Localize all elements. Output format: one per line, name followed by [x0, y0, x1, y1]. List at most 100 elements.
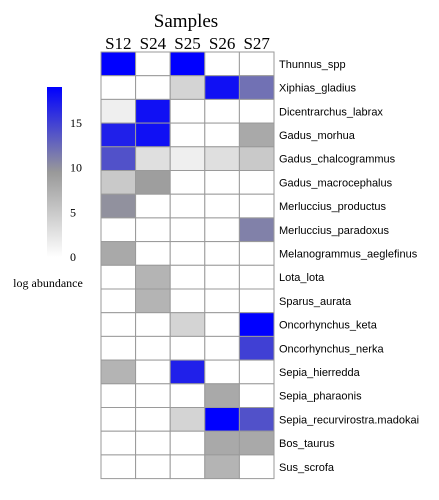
- cell-gadus-chalcogrammus-s27: [238, 146, 275, 172]
- cell-sus-scrofa-s12: [100, 454, 137, 480]
- column-label-s25: S25: [174, 34, 200, 53]
- cell-gadus-chalcogrammus-s24: [135, 146, 171, 172]
- colorbar-gradient: [47, 87, 62, 257]
- colorbar-tick-10: 10: [70, 161, 82, 175]
- cell-sparus-aurata-s12: [100, 288, 137, 314]
- row-label-oncorhynchus-keta: Oncorhynchus_keta: [279, 320, 378, 332]
- cell-bos-taurus-s27: [238, 430, 275, 456]
- cell-melanogrammus-aeglefinus-s26: [204, 241, 240, 266]
- cell-sepia-recurvirostra-madokai-s25: [169, 407, 206, 432]
- cell-xiphias-gladius-s12: [100, 75, 137, 100]
- cell-dicentrarchus-labrax-s24: [135, 98, 171, 124]
- cell-merluccius-paradoxus-s26: [204, 217, 240, 243]
- cell-sepia-recurvirostra-madokai-s26: [204, 407, 240, 432]
- row-label-dicentrarchus-labrax: Dicentrarchus_labrax: [279, 106, 383, 118]
- cell-thunnus-spp-s25: [169, 51, 206, 77]
- cell-oncorhynchus-nerka-s27: [238, 335, 275, 361]
- cell-thunnus-spp-s27: [238, 51, 275, 77]
- cell-gadus-morhua-s27: [238, 122, 275, 148]
- cell-sepia-hierredda-s26: [204, 359, 240, 385]
- row-label-sus-scrofa: Sus_scrofa: [279, 462, 335, 474]
- cell-sepia-pharaonis-s25: [169, 383, 206, 408]
- cell-lota-lota-s25: [169, 264, 206, 290]
- cell-xiphias-gladius-s25: [169, 75, 206, 100]
- cell-sepia-hierredda-s24: [135, 359, 171, 385]
- cell-thunnus-spp-s24: [135, 51, 171, 77]
- cell-sparus-aurata-s26: [204, 288, 240, 314]
- row-label-oncorhynchus-nerka: Oncorhynchus_nerka: [279, 343, 384, 355]
- cell-sepia-pharaonis-s27: [238, 383, 275, 408]
- column-label-s24: S24: [140, 34, 167, 53]
- cell-merluccius-paradoxus-s25: [169, 217, 206, 243]
- colorbar-tick-5: 5: [70, 205, 76, 219]
- cell-sepia-hierredda-s27: [238, 359, 275, 385]
- cell-sepia-hierredda-s12: [100, 359, 137, 385]
- row-label-thunnus-spp: Thunnus_spp: [279, 59, 346, 71]
- chart-title: Samples: [154, 11, 218, 32]
- row-labels: Thunnus_spp Xiphias_gladius Dicentrarchus_…: [279, 59, 419, 474]
- cell-oncorhynchus-keta-s27: [238, 312, 275, 337]
- row-label-merluccius-productus: Merluccius_productus: [279, 201, 386, 213]
- cell-merluccius-productus-s26: [204, 193, 240, 219]
- cell-merluccius-productus-s25: [169, 193, 206, 219]
- cell-lota-lota-s27: [238, 264, 275, 290]
- cell-oncorhynchus-keta-s25: [169, 312, 206, 337]
- cell-thunnus-spp-s26: [204, 51, 240, 77]
- row-label-sepia-hierredda: Sepia_hierredda: [279, 367, 361, 379]
- row-label-melanogrammus-aeglefinus: Melanogrammus_aeglefinus: [279, 248, 418, 260]
- cell-gadus-chalcogrammus-s26: [204, 146, 240, 172]
- row-label-gadus-macrocephalus: Gadus_macrocephalus: [279, 177, 393, 189]
- cell-bos-taurus-s25: [169, 430, 206, 456]
- cell-lota-lota-s26: [204, 264, 240, 290]
- cell-dicentrarchus-labrax-s12: [100, 98, 137, 124]
- cell-sparus-aurata-s27: [238, 288, 275, 314]
- cell-sus-scrofa-s26: [204, 454, 240, 480]
- row-label-xiphias-gladius: Xiphias_gladius: [279, 83, 357, 95]
- cell-gadus-macrocephalus-s26: [204, 170, 240, 195]
- row-label-bos-taurus: Bos_taurus: [279, 438, 335, 450]
- cell-gadus-chalcogrammus-s12: [100, 146, 137, 172]
- cell-sepia-pharaonis-s12: [100, 383, 137, 408]
- cell-sepia-pharaonis-s24: [135, 383, 171, 408]
- cell-melanogrammus-aeglefinus-s24: [135, 241, 171, 266]
- cell-gadus-macrocephalus-s12: [100, 170, 137, 195]
- cell-gadus-macrocephalus-s27: [238, 170, 275, 195]
- cell-xiphias-gladius-s27: [238, 75, 275, 100]
- cell-sepia-hierredda-s25: [169, 359, 206, 385]
- cell-merluccius-productus-s24: [135, 193, 171, 219]
- cell-gadus-morhua-s24: [135, 122, 171, 148]
- cell-oncorhynchus-keta-s12: [100, 312, 137, 337]
- cell-melanogrammus-aeglefinus-s27: [238, 241, 275, 266]
- colorbar-tick-15: 15: [70, 116, 82, 130]
- colorbar-tick-0: 0: [70, 250, 76, 264]
- row-label-sparus-aurata: Sparus_aurata: [279, 296, 352, 308]
- cell-dicentrarchus-labrax-s25: [169, 98, 206, 124]
- cell-merluccius-productus-s27: [238, 193, 275, 219]
- column-labels: S12 S24 S25 S26 S27: [105, 34, 270, 53]
- cell-melanogrammus-aeglefinus-s25: [169, 241, 206, 266]
- column-label-s26: S26: [209, 34, 235, 53]
- cell-lota-lota-s24: [135, 264, 171, 290]
- cell-xiphias-gladius-s26: [204, 75, 240, 100]
- colorbar-ticks: 0 5 10 15: [70, 116, 82, 264]
- row-label-lota-lota: Lota_lota: [279, 272, 325, 284]
- cell-dicentrarchus-labrax-s26: [204, 98, 240, 124]
- cell-melanogrammus-aeglefinus-s12: [100, 241, 137, 266]
- row-label-gadus-chalcogrammus: Gadus_chalcogrammus: [279, 154, 396, 166]
- row-label-sepia-recurvirostra-madokai: Sepia_recurvirostra.madokai: [279, 414, 419, 426]
- cell-oncorhynchus-nerka-s26: [204, 335, 240, 361]
- cell-gadus-morhua-s25: [169, 122, 206, 148]
- cell-oncorhynchus-nerka-s12: [100, 335, 137, 361]
- cell-oncorhynchus-keta-s24: [135, 312, 171, 337]
- cell-dicentrarchus-labrax-s27: [238, 98, 275, 124]
- cell-gadus-morhua-s12: [100, 122, 137, 148]
- cell-sus-scrofa-s27: [238, 454, 275, 480]
- cell-sus-scrofa-s24: [135, 454, 171, 480]
- cell-gadus-chalcogrammus-s25: [169, 146, 206, 172]
- colorbar-legend: 0 5 10 15 log abundance: [13, 87, 83, 290]
- cell-lota-lota-s12: [100, 264, 137, 290]
- cell-gadus-macrocephalus-s24: [135, 170, 171, 195]
- cell-bos-taurus-s24: [135, 430, 171, 456]
- cell-oncorhynchus-keta-s26: [204, 312, 240, 337]
- cell-sus-scrofa-s25: [169, 454, 206, 480]
